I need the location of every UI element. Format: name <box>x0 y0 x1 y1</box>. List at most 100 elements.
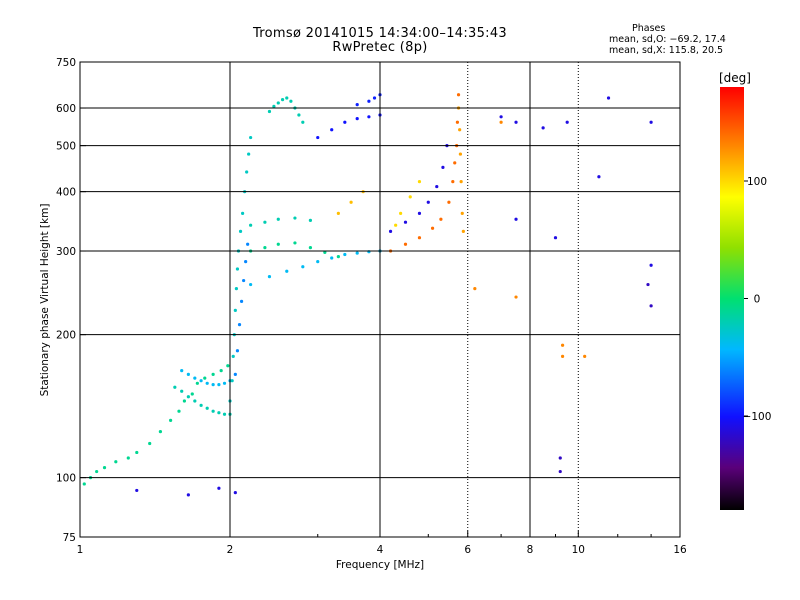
data-point <box>276 217 280 221</box>
data-point <box>205 381 209 385</box>
data-point <box>211 372 215 376</box>
data-point <box>308 218 313 223</box>
data-point <box>263 220 267 224</box>
data-point <box>285 96 289 100</box>
data-point <box>408 195 412 199</box>
data-point <box>499 115 503 119</box>
data-point <box>430 226 435 230</box>
data-point <box>82 482 86 486</box>
data-point <box>308 246 313 250</box>
data-point <box>180 389 184 393</box>
data-point <box>217 411 221 415</box>
data-point <box>126 456 130 460</box>
data-point <box>435 184 439 189</box>
data-point <box>560 343 565 347</box>
data-point <box>460 211 464 216</box>
y-tick-label: 75 <box>63 532 76 544</box>
data-point <box>349 200 353 204</box>
stats-o-mode: mean, sd,O: −69.2, 17.4 <box>609 34 726 45</box>
data-point <box>276 101 280 105</box>
data-point <box>553 236 558 240</box>
data-point <box>403 242 408 246</box>
data-point <box>499 120 503 124</box>
colorbar-tick-label: 100 <box>747 176 767 188</box>
data-point <box>399 211 403 216</box>
data-point <box>102 465 107 470</box>
data-point <box>233 491 237 495</box>
stats-heading: Phases <box>632 23 666 34</box>
data-point <box>186 372 190 376</box>
data-point <box>182 399 186 403</box>
data-point <box>355 251 359 255</box>
data-point <box>193 399 197 403</box>
data-point <box>114 460 118 464</box>
colorbar <box>720 87 744 510</box>
data-point <box>199 403 203 407</box>
data-point <box>285 269 289 273</box>
chart-subtitle: RwPretec (8p) <box>332 40 428 55</box>
data-point <box>249 223 253 227</box>
y-axis-label: Stationary phase Virtual Height [km] <box>39 204 51 397</box>
data-point <box>330 128 334 132</box>
data-point <box>403 220 408 224</box>
x-tick-label: 10 <box>572 544 585 556</box>
data-point <box>205 406 209 410</box>
data-point <box>233 308 237 312</box>
x-tick-label: 2 <box>227 544 234 556</box>
grid <box>80 62 680 537</box>
y-tick-label: 400 <box>56 187 76 199</box>
data-point <box>417 236 422 240</box>
data-point <box>193 376 197 380</box>
data-point <box>230 379 234 383</box>
data-point <box>451 180 455 184</box>
data-point <box>343 252 347 257</box>
y-tick-label: 750 <box>56 57 76 69</box>
data-point <box>367 99 371 103</box>
y-tick-label: 300 <box>56 246 76 258</box>
x-tick-label: 8 <box>527 544 534 556</box>
data-point <box>439 217 443 221</box>
data-point <box>355 117 359 121</box>
data-point <box>583 354 587 358</box>
data-point <box>235 349 240 353</box>
data-point <box>372 96 377 100</box>
data-point <box>177 409 181 413</box>
x-axis-label: Frequency [MHz] <box>336 559 424 571</box>
x-tick-label: 16 <box>673 544 687 556</box>
data-point <box>211 409 215 413</box>
data-point <box>649 120 653 124</box>
data-point <box>461 229 465 233</box>
data-point <box>239 299 244 303</box>
colorbar-tick-label: 0 <box>754 294 761 306</box>
data-point <box>447 200 451 204</box>
data-point <box>316 260 320 264</box>
data-point <box>514 295 518 299</box>
data-point <box>219 369 223 373</box>
data-point <box>458 128 462 132</box>
data-points <box>82 93 653 497</box>
chart-title: Tromsø 20141015 14:34:00–14:35:43 <box>252 26 508 41</box>
data-point <box>459 180 463 184</box>
data-point <box>453 161 457 165</box>
colorbar-ticks: 100 0 −100 <box>743 176 772 423</box>
data-point <box>336 211 340 216</box>
data-point <box>558 456 562 460</box>
data-point <box>238 229 243 233</box>
colorbar-label: [deg] <box>719 71 751 85</box>
data-point <box>158 430 163 434</box>
data-point <box>276 242 280 246</box>
data-point <box>560 354 565 358</box>
data-point <box>233 372 237 376</box>
data-point <box>247 152 251 156</box>
y-axis: 75 100 200 300 400 500 600 750 <box>56 57 86 544</box>
data-point <box>249 135 253 140</box>
data-point <box>263 246 267 250</box>
data-point <box>186 493 190 497</box>
data-point <box>388 229 393 233</box>
data-point <box>558 469 562 474</box>
data-point <box>249 282 253 287</box>
data-point <box>231 354 235 358</box>
data-point <box>514 217 518 221</box>
data-point <box>246 242 250 246</box>
colorbar-tick-label: −100 <box>743 411 772 423</box>
